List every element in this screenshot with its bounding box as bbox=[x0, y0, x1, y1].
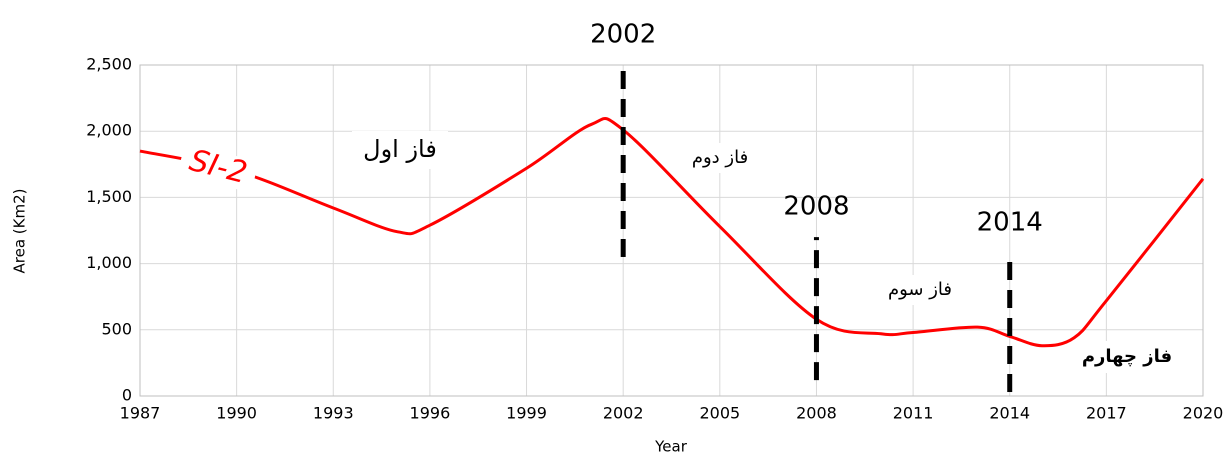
y-tick-label: 1,000 bbox=[86, 253, 132, 272]
marker-label: 2014 bbox=[977, 208, 1043, 238]
x-tick-label: 2005 bbox=[699, 404, 740, 423]
marker-label: 2002 bbox=[590, 20, 656, 50]
x-tick-label: 1990 bbox=[216, 404, 257, 423]
series-label: SI-2 bbox=[177, 143, 259, 193]
x-tick-label: 1996 bbox=[410, 404, 451, 423]
x-tick-label: 2020 bbox=[1183, 404, 1224, 423]
x-tick-label: 1999 bbox=[506, 404, 547, 423]
y-tick-label: 2,500 bbox=[86, 55, 132, 74]
annotation: فاز دوم bbox=[692, 147, 748, 168]
x-tick-label: 2008 bbox=[796, 404, 837, 423]
x-tick-label: 1987 bbox=[120, 404, 161, 423]
y-axis-label: Area (Km2) bbox=[11, 189, 29, 274]
x-tick-label: 2002 bbox=[603, 404, 644, 423]
y-tick-label: 0 bbox=[122, 386, 132, 405]
y-tick-label: 500 bbox=[101, 319, 132, 338]
x-tick-label: 2011 bbox=[893, 404, 934, 423]
annotation: فاز اول bbox=[363, 135, 437, 163]
x-tick-label: 2014 bbox=[989, 404, 1030, 423]
annotation-bg bbox=[678, 143, 762, 173]
x-tick-label: 2017 bbox=[1086, 404, 1127, 423]
y-tick-label: 2,000 bbox=[86, 121, 132, 140]
x-axis-label: Year bbox=[654, 438, 688, 456]
annotation-bg bbox=[1072, 341, 1182, 373]
x-tick-label: 1993 bbox=[313, 404, 354, 423]
annotation-bg bbox=[878, 275, 962, 305]
annotation: فاز چهارم bbox=[1082, 346, 1172, 367]
legend-label: SI-2 bbox=[186, 143, 251, 191]
y-tick-label: 1,500 bbox=[86, 187, 132, 206]
plot-border bbox=[139, 64, 1204, 397]
annotation-bg bbox=[352, 131, 448, 169]
marker-label: 2008 bbox=[783, 192, 849, 222]
annotation: فاز سوم bbox=[888, 279, 952, 300]
line bbox=[139, 116, 1205, 348]
label-bg bbox=[177, 143, 259, 193]
